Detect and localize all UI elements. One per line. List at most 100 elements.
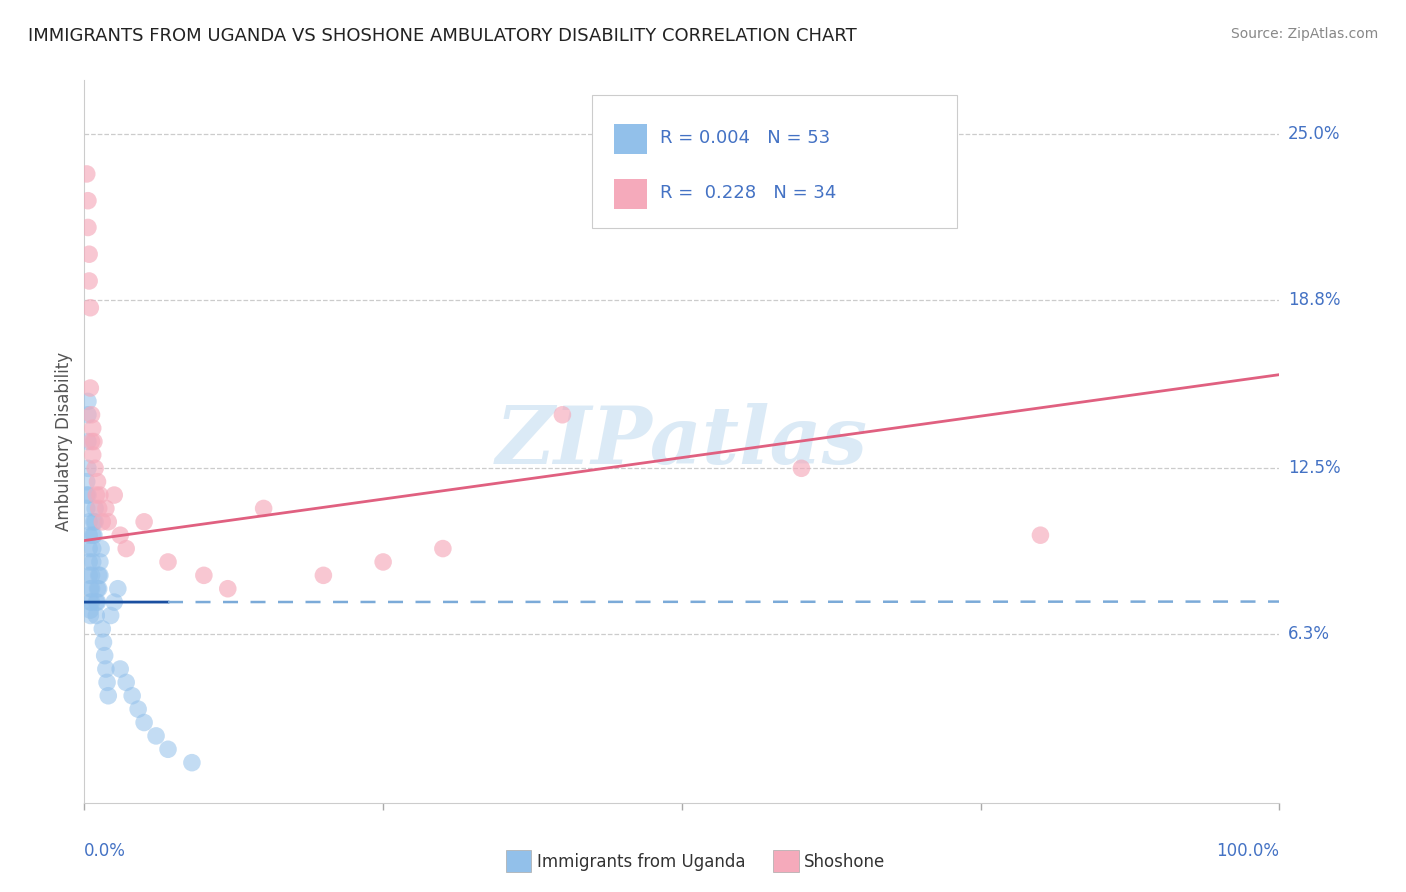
Point: [157, 742, 180, 756]
Point: [551, 408, 574, 422]
Text: ZIPatlas: ZIPatlas: [496, 403, 868, 480]
Point: [87, 501, 110, 516]
Point: [115, 675, 138, 690]
Point: [79, 608, 101, 623]
Point: [107, 582, 129, 596]
Point: [86, 582, 108, 596]
Point: [145, 729, 167, 743]
Point: [76, 475, 98, 489]
Point: [90, 541, 112, 556]
Point: [77, 434, 100, 449]
Point: [79, 381, 101, 395]
Bar: [614, 178, 647, 209]
Point: [115, 541, 138, 556]
Point: [84, 515, 107, 529]
Point: [80, 408, 103, 422]
Point: [193, 568, 215, 582]
Point: [93, 635, 115, 649]
Point: [76, 167, 98, 181]
Point: [93, 648, 115, 663]
Point: [77, 408, 100, 422]
Point: [86, 488, 108, 502]
Point: [89, 568, 111, 582]
Point: [77, 488, 100, 502]
Point: [76, 501, 98, 516]
Point: [77, 528, 100, 542]
Point: [157, 555, 180, 569]
Point: [217, 582, 239, 596]
Point: [84, 501, 107, 516]
Point: [82, 555, 104, 569]
Point: [91, 622, 114, 636]
Point: [77, 394, 100, 409]
Point: [432, 541, 454, 556]
Point: [77, 515, 100, 529]
Point: [77, 194, 100, 208]
Text: Immigrants from Uganda: Immigrants from Uganda: [537, 853, 745, 871]
Text: Shoshone: Shoshone: [804, 853, 886, 871]
Point: [79, 595, 101, 609]
Point: [86, 595, 108, 609]
Text: Source: ZipAtlas.com: Source: ZipAtlas.com: [1230, 27, 1378, 41]
Text: 6.3%: 6.3%: [1288, 625, 1330, 643]
Point: [77, 555, 100, 569]
Point: [79, 582, 101, 596]
Point: [77, 568, 100, 582]
Point: [790, 461, 813, 475]
Point: [312, 568, 335, 582]
Point: [100, 608, 122, 623]
Point: [253, 501, 276, 516]
Point: [89, 555, 111, 569]
Point: [373, 555, 395, 569]
Point: [82, 528, 104, 542]
Point: [127, 702, 149, 716]
Point: [110, 662, 132, 676]
Point: [132, 715, 156, 730]
Text: 18.8%: 18.8%: [1288, 291, 1340, 309]
Point: [80, 595, 103, 609]
Point: [83, 515, 105, 529]
Point: [76, 488, 98, 502]
Point: [181, 756, 204, 770]
Y-axis label: Ambulatory Disability: Ambulatory Disability: [55, 352, 73, 531]
Point: [1029, 528, 1052, 542]
Point: [83, 528, 105, 542]
Point: [80, 582, 103, 596]
Point: [83, 434, 105, 449]
Point: [89, 488, 111, 502]
Point: [82, 541, 104, 556]
Text: 0.0%: 0.0%: [84, 842, 127, 860]
Point: [87, 582, 110, 596]
Text: IMMIGRANTS FROM UGANDA VS SHOSHONE AMBULATORY DISABILITY CORRELATION CHART: IMMIGRANTS FROM UGANDA VS SHOSHONE AMBUL…: [28, 27, 856, 45]
Point: [79, 603, 101, 617]
Text: R = 0.004   N = 53: R = 0.004 N = 53: [661, 129, 831, 147]
Point: [91, 515, 114, 529]
Point: [80, 434, 103, 449]
Point: [97, 689, 120, 703]
Point: [103, 488, 125, 502]
Point: [86, 475, 108, 489]
Point: [80, 568, 103, 582]
Point: [94, 662, 117, 676]
Point: [86, 595, 108, 609]
Point: [77, 220, 100, 235]
Point: [121, 689, 143, 703]
Point: [132, 515, 156, 529]
Point: [94, 501, 117, 516]
Point: [77, 247, 100, 261]
Text: 12.5%: 12.5%: [1288, 459, 1340, 477]
Point: [77, 274, 100, 288]
Point: [87, 568, 110, 582]
Text: 100.0%: 100.0%: [1216, 842, 1279, 860]
Point: [84, 461, 107, 475]
Point: [97, 515, 120, 529]
Text: R =  0.228   N = 34: R = 0.228 N = 34: [661, 184, 837, 202]
Point: [110, 528, 132, 542]
Point: [77, 461, 100, 475]
Point: [86, 608, 108, 623]
Point: [77, 541, 100, 556]
FancyBboxPatch shape: [592, 95, 957, 228]
Point: [103, 595, 125, 609]
Text: 25.0%: 25.0%: [1288, 125, 1340, 143]
Point: [82, 448, 104, 462]
